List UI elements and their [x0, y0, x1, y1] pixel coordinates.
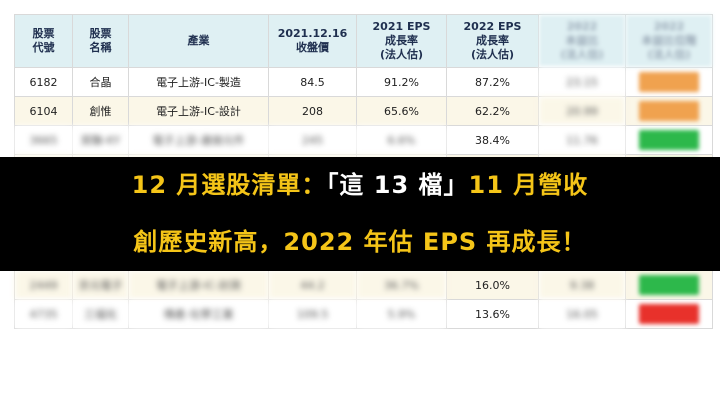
table-row: 2449 京元電子 電子上游-IC-封測 44.2 36.7% 16.0% 9.38: [14, 270, 713, 300]
header-pos2022: 2022 本益比位階 (法人估): [625, 14, 713, 68]
cell-code: 6182: [14, 67, 73, 97]
cell-price: 84.5: [268, 67, 357, 97]
cell-eps2022: 16.0%: [446, 270, 539, 300]
cell-eps2022: 38.4%: [446, 125, 539, 155]
header-pe2022: 2022 本益比 (法人估): [538, 14, 626, 68]
cell-eps2022: 13.6%: [446, 299, 539, 329]
cell-eps2022: 87.2%: [446, 67, 539, 97]
cell-price: 245: [268, 125, 357, 155]
cell-code: 2449: [14, 270, 73, 300]
cell-code: 4735: [14, 299, 73, 329]
headline-part-2: 「這 13 檔」: [326, 171, 469, 199]
cell-position-badge: [625, 299, 713, 329]
cell-eps2021: 91.2%: [356, 67, 447, 97]
header-eps2021: 2021 EPS 成長率 (法人估): [356, 14, 447, 68]
cell-industry: 電子上游-IC-製造: [128, 67, 269, 97]
header-code: 股票 代號: [14, 14, 73, 68]
header-industry: 產業: [128, 14, 269, 68]
cell-pe: 11.76: [538, 125, 626, 155]
position-badge: [639, 72, 699, 92]
headline-line-2: 創歷史新高，2022 年估 EPS 再成長！: [0, 213, 720, 271]
cell-eps2022: 62.2%: [446, 96, 539, 126]
cell-position-badge: [625, 96, 713, 126]
position-badge: [639, 275, 699, 295]
table-row: 3665 貿聯-KY 電子上游-連接元件 245 6.6% 38.4% 11.76: [14, 125, 713, 155]
header-price: 2021.12.16 收盤價: [268, 14, 357, 68]
table-row: 4735 三福化 傳產-化學工業 109.5 5.9% 13.6% 16.05: [14, 299, 713, 329]
cell-pe: 9.38: [538, 270, 626, 300]
cell-position-badge: [625, 67, 713, 97]
cell-industry: 傳產-化學工業: [128, 299, 269, 329]
cell-industry: 電子上游-連接元件: [128, 125, 269, 155]
cell-code: 3665: [14, 125, 73, 155]
headline-part-1: 12 月選股清單：: [131, 171, 327, 199]
cell-industry: 電子上游-IC-設計: [128, 96, 269, 126]
table-header-row: 股票 代號 股票 名稱 產業 2021.12.16 收盤價 2021 EPS 成…: [14, 14, 713, 68]
cell-eps2021: 5.9%: [356, 299, 447, 329]
header-eps2022: 2022 EPS 成長率 (法人估): [446, 14, 539, 68]
cell-pe: 20.99: [538, 96, 626, 126]
cell-name: 合晶: [72, 67, 129, 97]
cell-name: 三福化: [72, 299, 129, 329]
header-name: 股票 名稱: [72, 14, 129, 68]
cell-pe: 23.15: [538, 67, 626, 97]
headline-line-1: 12 月選股清單：「這 13 檔」11 月營收: [0, 157, 720, 213]
cell-eps2021: 6.6%: [356, 125, 447, 155]
cell-price: 44.2: [268, 270, 357, 300]
cell-position-badge: [625, 270, 713, 300]
cell-eps2021: 65.6%: [356, 96, 447, 126]
cell-name: 創惟: [72, 96, 129, 126]
cell-pe: 16.05: [538, 299, 626, 329]
table-row: 6182 合晶 電子上游-IC-製造 84.5 91.2% 87.2% 23.15: [14, 67, 713, 97]
cell-name: 京元電子: [72, 270, 129, 300]
headline-part-3: 11 月營收: [468, 171, 589, 199]
cell-price: 208: [268, 96, 357, 126]
position-badge: [639, 130, 699, 150]
cell-code: 6104: [14, 96, 73, 126]
cell-eps2021: 36.7%: [356, 270, 447, 300]
table-row: 6104 創惟 電子上游-IC-設計 208 65.6% 62.2% 20.99: [14, 96, 713, 126]
cell-industry: 電子上游-IC-封測: [128, 270, 269, 300]
headline-line-2-text: 創歷史新高，2022 年估 EPS 再成長！: [133, 228, 587, 256]
position-badge: [639, 304, 699, 324]
cell-position-badge: [625, 125, 713, 155]
cell-price: 109.5: [268, 299, 357, 329]
cell-name: 貿聯-KY: [72, 125, 129, 155]
position-badge: [639, 101, 699, 121]
